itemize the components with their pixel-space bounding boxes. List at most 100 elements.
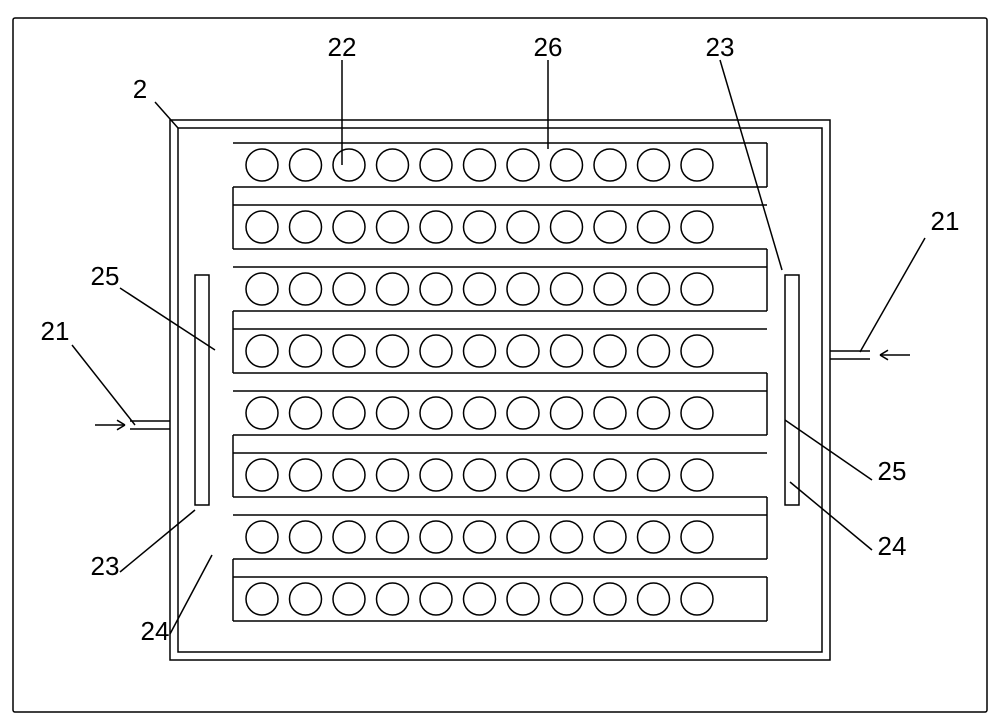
flow-circle: [420, 583, 452, 615]
housing-outer: [170, 120, 830, 660]
leader-l23b: [120, 510, 195, 572]
flow-circle: [420, 397, 452, 429]
flow-circle: [377, 459, 409, 491]
diagram-svg: 222262321252123242524: [0, 0, 1000, 725]
flow-circle: [507, 149, 539, 181]
flow-circle: [246, 211, 278, 243]
leader-l24r: [790, 482, 872, 550]
flow-circle: [594, 273, 626, 305]
flow-circle: [681, 273, 713, 305]
leader-l2: [155, 102, 178, 128]
flow-circle: [594, 583, 626, 615]
flow-circle: [290, 459, 322, 491]
flow-circle: [681, 211, 713, 243]
flow-circle: [377, 397, 409, 429]
flow-circle: [246, 335, 278, 367]
flow-circle: [594, 521, 626, 553]
flow-circle: [420, 273, 452, 305]
label-l25l: 25: [91, 261, 120, 291]
flow-circle: [464, 149, 496, 181]
flow-circle: [290, 521, 322, 553]
flow-circle: [420, 335, 452, 367]
flow-circle: [246, 273, 278, 305]
flow-circle: [333, 335, 365, 367]
flow-circle: [420, 211, 452, 243]
flow-circle: [551, 335, 583, 367]
flow-circle: [638, 459, 670, 491]
flow-circle: [290, 335, 322, 367]
label-l2: 2: [133, 74, 147, 104]
flow-circle: [246, 583, 278, 615]
flow-circle: [377, 583, 409, 615]
flow-circle: [464, 273, 496, 305]
leader-l21r: [860, 238, 925, 352]
flow-circle: [246, 397, 278, 429]
flow-circle: [377, 335, 409, 367]
flow-circle: [333, 211, 365, 243]
flow-circle: [594, 211, 626, 243]
label-l25r: 25: [878, 456, 907, 486]
flow-circle: [638, 149, 670, 181]
flow-circle: [638, 397, 670, 429]
label-l26: 26: [534, 32, 563, 62]
flow-circle: [507, 211, 539, 243]
flow-circle: [551, 459, 583, 491]
flow-circle: [551, 211, 583, 243]
flow-circle: [681, 397, 713, 429]
flow-circle: [290, 211, 322, 243]
flow-circle: [594, 397, 626, 429]
flow-circle: [681, 583, 713, 615]
label-l23t: 23: [706, 32, 735, 62]
outer-frame: [13, 18, 987, 712]
flow-circle: [681, 459, 713, 491]
label-l21r: 21: [931, 206, 960, 236]
flow-circle: [638, 583, 670, 615]
flow-circle: [507, 459, 539, 491]
flow-circle: [246, 459, 278, 491]
flow-circle: [551, 149, 583, 181]
flow-circle: [551, 273, 583, 305]
flow-circle: [290, 397, 322, 429]
flow-circle: [551, 521, 583, 553]
flow-circle: [638, 211, 670, 243]
flow-circle: [464, 211, 496, 243]
diagram-canvas: 222262321252123242524: [0, 0, 1000, 725]
flow-circle: [464, 521, 496, 553]
flow-circle: [638, 521, 670, 553]
flow-circle: [638, 273, 670, 305]
flow-circle: [594, 149, 626, 181]
leader-l21l: [72, 345, 135, 425]
flow-circle: [290, 583, 322, 615]
flow-circle: [246, 149, 278, 181]
label-l21l: 21: [41, 316, 70, 346]
manifold-right: [785, 275, 799, 505]
manifold-left: [195, 275, 209, 505]
flow-circle: [420, 459, 452, 491]
flow-circle: [333, 273, 365, 305]
leader-l25r: [785, 420, 872, 480]
flow-circle: [507, 583, 539, 615]
leader-l24b: [170, 555, 212, 634]
flow-circle: [246, 521, 278, 553]
flow-circle: [507, 273, 539, 305]
flow-circle: [333, 149, 365, 181]
flow-circle: [507, 397, 539, 429]
flow-circle: [333, 521, 365, 553]
flow-circle: [507, 335, 539, 367]
housing-inner: [178, 128, 822, 652]
flow-circle: [551, 583, 583, 615]
flow-circle: [464, 397, 496, 429]
flow-circle: [551, 397, 583, 429]
leader-l25l: [120, 288, 215, 350]
flow-circle: [464, 335, 496, 367]
leader-l23t: [720, 60, 782, 270]
flow-circle: [377, 211, 409, 243]
label-l24r: 24: [878, 531, 907, 561]
flow-circle: [377, 521, 409, 553]
flow-circle: [681, 149, 713, 181]
flow-circle: [681, 521, 713, 553]
flow-circle: [290, 273, 322, 305]
flow-circle: [464, 459, 496, 491]
flow-circle: [507, 521, 539, 553]
flow-circle: [377, 273, 409, 305]
